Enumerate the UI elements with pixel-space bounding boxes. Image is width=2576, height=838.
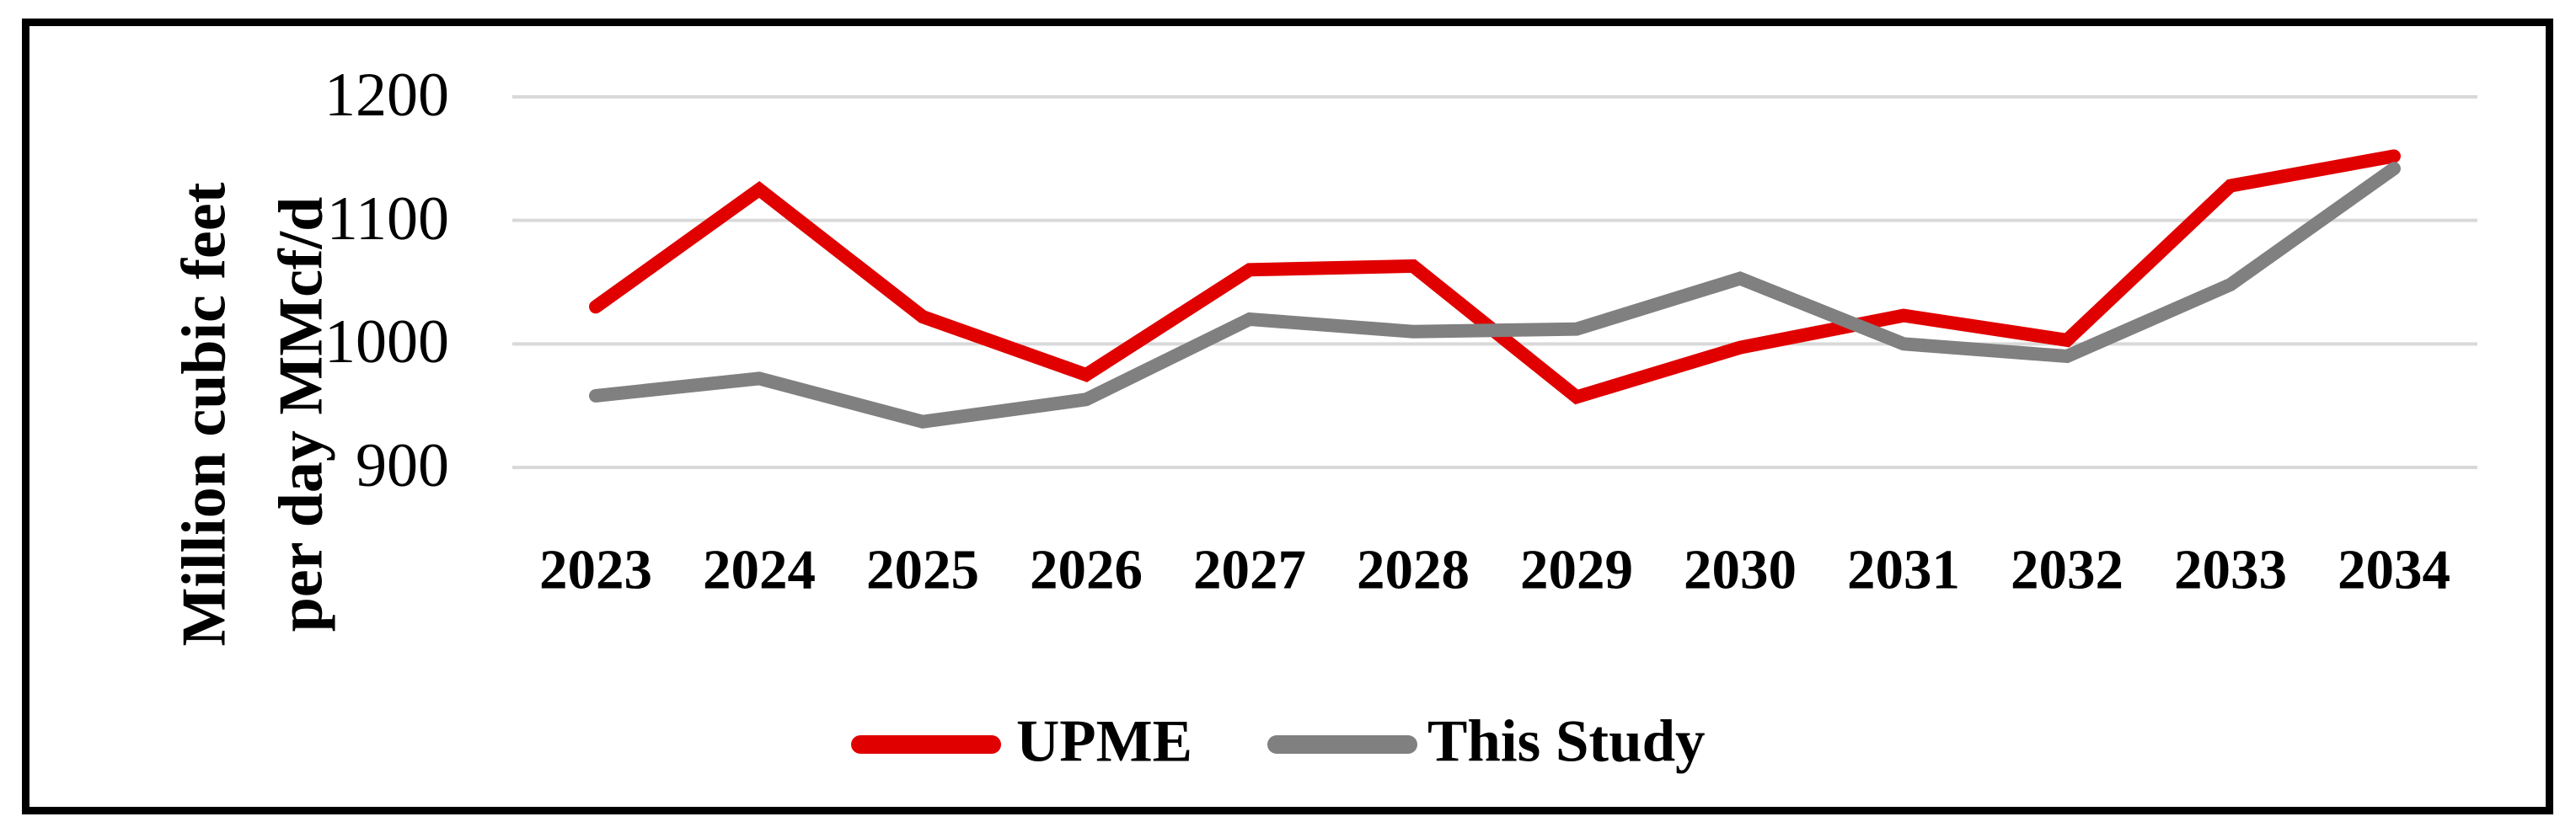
x-tick-label-2033: 2033 xyxy=(2174,538,2287,601)
x-tick-label-2024: 2024 xyxy=(703,538,816,601)
x-tick-label-2029: 2029 xyxy=(1520,538,1633,601)
y-tick-label-1200: 1200 xyxy=(324,60,449,130)
x-tick-label-2026: 2026 xyxy=(1030,538,1143,601)
x-tick-label-2023: 2023 xyxy=(539,538,652,601)
chart-frame xyxy=(22,19,2553,814)
x-tick-label-2031: 2031 xyxy=(1847,538,1960,601)
gridlines xyxy=(512,95,2477,469)
legend-label-this-study: This Study xyxy=(1427,708,1706,775)
x-tick-label-2025: 2025 xyxy=(866,538,979,601)
x-tick-label-2027: 2027 xyxy=(1193,538,1306,601)
legend-label-upme: UPME xyxy=(1016,708,1193,775)
x-tick-label-2034: 2034 xyxy=(2338,538,2450,601)
y-tick-label-900: 900 xyxy=(356,430,449,500)
x-tick-label-2028: 2028 xyxy=(1357,538,1470,601)
x-tick-label-2032: 2032 xyxy=(2011,538,2123,601)
legend-swatch-this-study xyxy=(1267,735,1417,754)
series-line-upme xyxy=(589,149,2401,405)
y-tick-label-1000: 1000 xyxy=(324,307,449,376)
x-tick-label-2030: 2030 xyxy=(1684,538,1797,601)
series-line-this-study xyxy=(589,162,2401,429)
y-tick-label-1100: 1100 xyxy=(326,184,449,254)
legend-swatch-upme xyxy=(851,735,1001,754)
